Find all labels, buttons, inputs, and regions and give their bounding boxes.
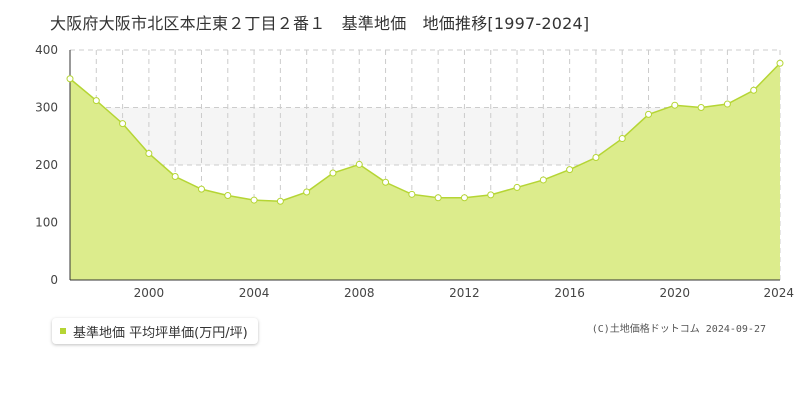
axes-layer: [69, 50, 780, 281]
legend-swatch-icon: [60, 328, 66, 334]
data-point[interactable]: [434, 194, 442, 202]
data-point[interactable]: [250, 196, 258, 204]
legend[interactable]: 基準地価 平均坪単価(万円/坪): [52, 318, 258, 344]
data-point[interactable]: [171, 173, 179, 180]
data-point[interactable]: [329, 169, 337, 177]
data-point[interactable]: [592, 154, 600, 162]
data-point[interactable]: [460, 194, 468, 202]
x-tick-labels: 2000 2004 2008 2012 2016 2020 2024: [134, 286, 794, 300]
data-point[interactable]: [303, 188, 311, 196]
y-tick-labels: 0 100 200 300 400: [35, 43, 58, 287]
data-point[interactable]: [723, 100, 731, 108]
data-point[interactable]: [408, 190, 416, 198]
x-tick-label: 2004: [239, 286, 270, 300]
data-point[interactable]: [145, 150, 153, 157]
x-tick-label: 2024: [763, 286, 794, 300]
x-tick-label: 2016: [554, 286, 585, 300]
data-point[interactable]: [566, 166, 574, 174]
x-tick-label: 2012: [449, 286, 480, 300]
data-point[interactable]: [513, 183, 521, 191]
data-point[interactable]: [671, 101, 679, 109]
area-layer: [69, 62, 781, 280]
data-point[interactable]: [355, 160, 363, 168]
area-fill: [70, 63, 780, 280]
x-tick-label: 2000: [134, 286, 165, 300]
y-tick-label: 400: [35, 43, 58, 57]
data-point[interactable]: [539, 176, 547, 184]
x-tick-label: 2008: [344, 286, 375, 300]
legend-label: 基準地価 平均坪単価(万円/坪): [73, 325, 248, 341]
data-point[interactable]: [618, 135, 626, 143]
data-point[interactable]: [92, 97, 100, 105]
y-tick-label: 300: [35, 101, 58, 115]
points-layer: [66, 59, 784, 205]
x-tick-label: 2020: [660, 286, 691, 300]
data-point[interactable]: [276, 197, 284, 205]
data-point[interactable]: [776, 59, 784, 67]
data-point[interactable]: [750, 86, 758, 94]
data-point[interactable]: [487, 191, 495, 199]
data-point[interactable]: [197, 185, 205, 193]
copyright-note: (C)土地価格ドットコム 2024-09-27: [591, 324, 766, 335]
y-tick-label: 200: [35, 158, 58, 172]
data-point[interactable]: [119, 120, 127, 128]
y-tick-label: 100: [35, 216, 58, 230]
data-point[interactable]: [66, 75, 74, 83]
data-point[interactable]: [382, 178, 390, 186]
series-line: [69, 62, 781, 202]
data-point[interactable]: [645, 110, 653, 118]
chart-title: 大阪府大阪市北区本庄東２丁目２番１ 基準地価 地価推移[1997-2024]: [50, 14, 590, 33]
data-point[interactable]: [224, 191, 232, 199]
data-point[interactable]: [697, 104, 705, 111]
y-tick-label: 0: [50, 273, 58, 287]
